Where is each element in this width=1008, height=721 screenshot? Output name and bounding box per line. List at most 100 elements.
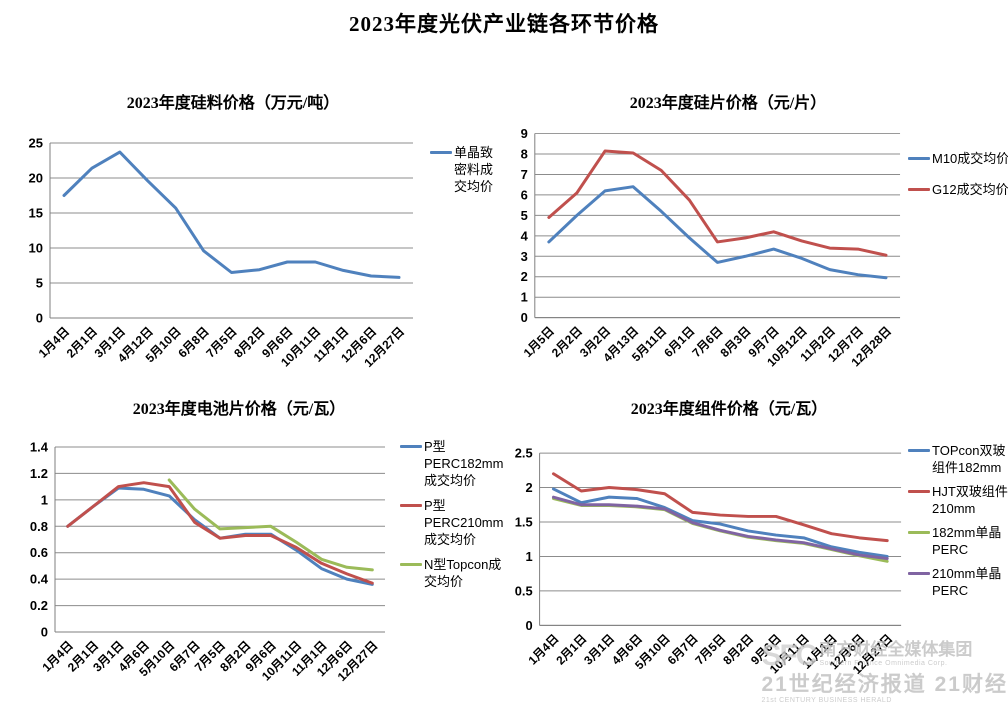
chart-solar-cell-price: 2023年度电池片价格（元/瓦） 0 0.2 0.4 0.6 0.8 1 1.2 1.4 1月4… — [8, 394, 520, 695]
y-axis-tick-label: 0.8 — [30, 519, 48, 534]
series-line-1 — [547, 149, 888, 257]
series-line-0 — [66, 486, 374, 586]
legend-label: P型PERC210mm成交均价 — [424, 498, 504, 547]
y-axis-tick-label: 7 — [521, 167, 528, 182]
x-axis-tick-label: 7月5日 — [692, 631, 728, 667]
legend-label: P型PERC182mm成交均价 — [424, 439, 504, 488]
x-axis-labels: 1月4日2月1日3月1日4月12日5月10日6月8日7月5日8月2日9月6日10… — [36, 324, 407, 370]
x-axis-tick-label: 3月1日 — [581, 631, 617, 667]
y-axis-tick-label: 0.5 — [515, 583, 533, 598]
y-axis-tick-label: 1 — [41, 492, 48, 507]
legend-item-2: 182mm单晶PERC — [908, 524, 1008, 558]
y-axis-tick-label: 0 — [41, 625, 48, 640]
y-axis-tick-label: 25 — [29, 136, 43, 151]
y-axis-tick-label: 10 — [29, 241, 43, 256]
series-line-0 — [62, 150, 401, 279]
gridlines: 0 5 10 15 20 25 — [29, 136, 413, 326]
legend-line-sample — [400, 504, 422, 507]
series-line-0 — [551, 487, 889, 558]
legend-line-sample — [400, 445, 422, 448]
legend-label: N型Topcon成交均价 — [424, 557, 502, 589]
legend-label: M10成交均价 — [932, 151, 1008, 166]
legend-label: G12成交均价 — [932, 182, 1008, 197]
x-axis-tick-label: 2月1日 — [553, 631, 589, 667]
y-axis-tick-label: 2 — [526, 480, 533, 495]
chart-title: 2023年度电池片价格（元/瓦） — [132, 401, 346, 418]
series-line-2 — [167, 478, 374, 572]
legend-item-0: TOPcon双玻组件182mm — [908, 442, 1008, 476]
legend-line-sample — [908, 188, 930, 191]
legend-line-sample — [430, 151, 452, 154]
legend: 单晶致密料成交均价 — [430, 124, 496, 195]
legend-label: 单晶致密料成交均价 — [454, 145, 494, 194]
x-axis-tick-label: 1月5日 — [521, 324, 557, 360]
y-axis-tick-label: 0.2 — [30, 598, 48, 613]
chart-title: 2023年度硅料价格（万元/吨） — [126, 95, 340, 112]
y-axis-tick-label: 1.4 — [30, 440, 49, 455]
chart-body: 0 1 2 3 4 5 6 7 8 9 1月5日 2月2日 3月2日 4月13日 5月11日 6月1日 7月6日… — [496, 124, 1008, 374]
x-axis-tick-label: 1月4日 — [526, 631, 562, 667]
legend: M10成交均价 G12成交均价 — [908, 124, 1008, 198]
x-axis-tick-label: 7月6日 — [689, 324, 725, 360]
x-axis-tick-label: 6月8日 — [175, 324, 211, 360]
legend-item-1: HJT双玻组件210mm — [908, 483, 1008, 517]
silicon-wafer-plot: 0 1 2 3 4 5 6 7 8 9 1月5日2月2日3月2日4月13日5月11日6月1日7月6日… — [521, 126, 901, 370]
legend-line-sample — [400, 563, 422, 566]
x-axis-tick-label: 8月2日 — [231, 324, 267, 360]
x-axis-tick-label: 8月2日 — [720, 631, 756, 667]
x-axis-tick-label: 2月1日 — [64, 324, 100, 360]
y-axis-tick-label: 0.6 — [30, 545, 48, 560]
y-axis-tick-label: 2 — [521, 269, 528, 284]
y-axis-tick-label: 0 — [521, 310, 528, 325]
chart-body: 0 5 10 15 20 25 1月4日 2月1日 3月1日 4月12日 5月10日 6月8日 7月5日… — [8, 124, 508, 374]
y-axis-tick-label: 20 — [29, 171, 43, 186]
y-axis-tick-label: 4 — [521, 228, 529, 243]
chart-title: 2023年度组件价格（元/瓦） — [630, 401, 828, 418]
chart-body: 0 0.2 0.4 0.6 0.8 1 1.2 1.4 1月4日 2月1日 3月1日 4月6日 5月10… — [8, 430, 520, 695]
legend-label: 210mm单晶PERC — [932, 566, 1002, 598]
y-axis-tick-label: 1.5 — [515, 514, 533, 529]
x-axis-tick-label: 7月5日 — [203, 324, 239, 360]
solar-cell-plot: 0 0.2 0.4 0.6 0.8 1 1.2 1.4 1月4日2月1日3月1日4月6日5月10… — [30, 440, 385, 684]
x-axis-tick-label: 6月7日 — [665, 631, 701, 667]
y-axis-tick-label: 0 — [526, 618, 533, 633]
gridlines: 0 1 2 3 4 5 6 7 8 9 — [521, 126, 901, 325]
x-axis-labels: 1月4日2月1日3月1日4月6日5月10日6月7日7月5日8月2日9月6日10月… — [39, 638, 380, 684]
legend-item-1: P型PERC210mm成交均价 — [400, 497, 512, 548]
legend: P型PERC182mm成交均价 P型PERC210mm成交均价 N型Topcon成交… — [400, 430, 512, 590]
x-axis-labels: 1月4日2月1日3月1日4月6日5月10日6月7日7月5日8月2日9月6日10月… — [526, 631, 896, 676]
gridlines: 0 0.5 1 1.5 2 2.5 — [515, 446, 902, 633]
legend-label: HJT双玻组件210mm — [932, 484, 1008, 516]
chart-title: 2023年度硅片价格（元/片） — [629, 95, 827, 112]
legend-item-0: M10成交均价 — [908, 150, 1008, 167]
legend-item-0: P型PERC182mm成交均价 — [400, 438, 512, 489]
y-axis-tick-label: 5 — [36, 276, 43, 291]
y-axis-tick-label: 15 — [29, 206, 43, 221]
legend-item-1: G12成交均价 — [908, 181, 1008, 198]
x-axis-tick-label: 8月3日 — [717, 324, 753, 360]
silicon-material-plot: 0 5 10 15 20 25 1月4日2月1日3月1日4月12日5月10日6月8日7月5日… — [29, 136, 413, 370]
legend-line-sample — [908, 157, 930, 160]
y-axis-tick-label: 3 — [521, 249, 528, 264]
chart-module-price: 2023年度组件价格（元/瓦） 0 0.5 1 1.5 2 2.5 1月4日 2月1日 3月1日… — [498, 394, 1008, 695]
y-axis-tick-label: 6 — [521, 187, 528, 202]
legend-line-sample — [908, 449, 930, 452]
chart-body: 0 0.5 1 1.5 2 2.5 1月4日 2月1日 3月1日 4月6日 5月10日 6月7日 7月5… — [498, 430, 1008, 695]
legend-label: 182mm单晶PERC — [932, 525, 1002, 557]
x-axis-tick-label: 1月4日 — [36, 324, 72, 360]
y-axis-tick-label: 9 — [521, 126, 528, 141]
y-axis-tick-label: 1 — [526, 549, 533, 564]
chart-silicon-material-price: 2023年度硅料价格（万元/吨） 0 5 10 15 20 25 1月4日 2月1日 3月1日 4… — [8, 88, 508, 374]
x-axis-tick-label: 6月1日 — [661, 324, 697, 360]
y-axis-tick-label: 1.2 — [30, 466, 48, 481]
legend-item-0: 单晶致密料成交均价 — [430, 144, 496, 195]
series-line-1 — [551, 472, 889, 543]
module-plot: 0 0.5 1 1.5 2 2.5 1月4日2月1日3月1日4月6日5月10日6月7日7月5… — [515, 446, 902, 677]
legend-item-3: 210mm单晶PERC — [908, 565, 1008, 599]
y-axis-tick-label: 2.5 — [515, 446, 533, 461]
chart-silicon-wafer-price: 2023年度硅片价格（元/片） 0 1 2 3 4 5 6 7 8 9 1月5日 2月2日 3月2日 4月… — [496, 88, 1008, 374]
legend-line-sample — [908, 490, 930, 493]
series-line-0 — [547, 185, 888, 280]
x-axis-labels: 1月5日2月2日3月2日4月13日5月11日6月1日7月6日8月3日9月7日10… — [521, 324, 894, 370]
